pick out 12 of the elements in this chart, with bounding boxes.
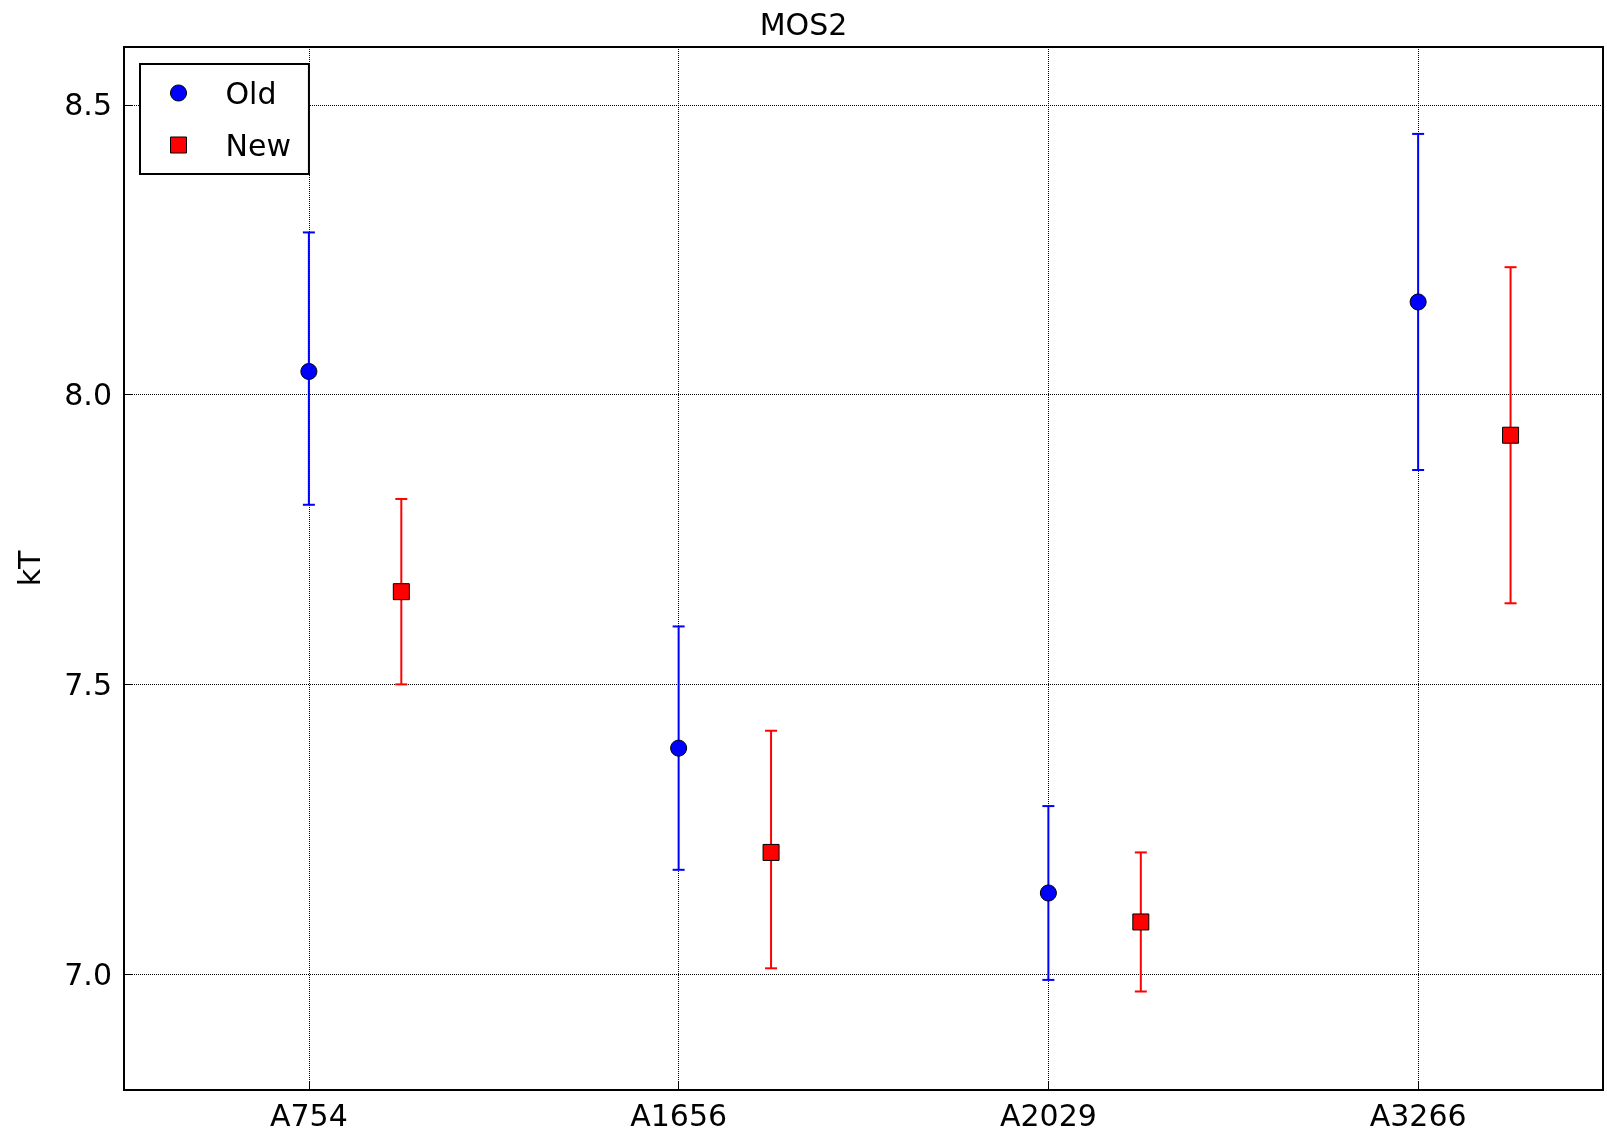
y-tick-label: 8.0 <box>64 377 112 413</box>
x-tick-label: A1656 <box>630 1097 728 1133</box>
legend-label: New <box>225 127 291 163</box>
x-tick-label: A2029 <box>999 1097 1097 1133</box>
x-tick-label: A754 <box>269 1097 348 1133</box>
y-axis-title: kT <box>11 549 47 587</box>
chart-title: MOS2 <box>759 6 848 42</box>
y-tick-label: 8.5 <box>64 87 112 123</box>
y-tick-label: 7.5 <box>64 666 112 702</box>
x-tick-label: A3266 <box>1369 1097 1467 1133</box>
y-tick-label: 7.0 <box>64 956 112 992</box>
legend-label: Old <box>225 75 277 111</box>
